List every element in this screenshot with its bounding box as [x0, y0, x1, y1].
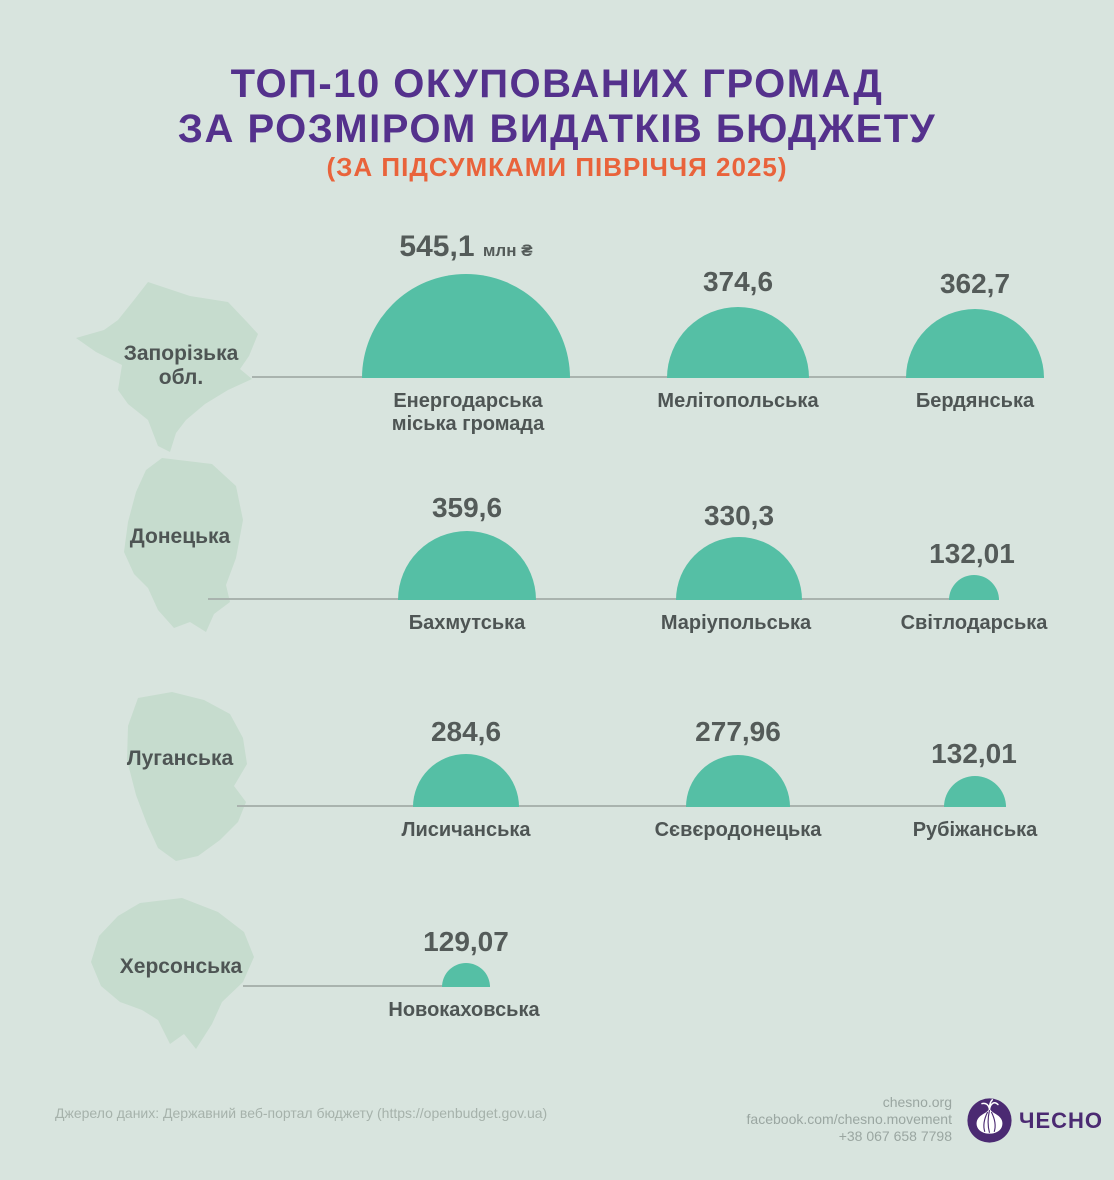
name-sieverodonetska: Сєвєродонецька: [654, 819, 822, 841]
garlic-icon: [967, 1098, 1012, 1143]
name-novokakhovska: Новокаховська: [388, 999, 540, 1021]
value-novokakhovska: 129,07: [423, 926, 509, 957]
name-berdianska: Бердянська: [915, 390, 1035, 412]
data-source-note: Джерело даних: Державний веб-портал бюдж…: [55, 1105, 548, 1121]
name-rubizhanska: Рубіжанська: [912, 819, 1038, 841]
name-bakhmutska: Бахмутська: [408, 612, 526, 634]
value-mariupolska: 330,3: [703, 500, 775, 531]
chesno-logo: ЧЕСНО: [966, 1097, 1103, 1144]
value-sieverodonetska: 277,96: [695, 716, 781, 747]
value-svitlodarska: 132,01: [929, 538, 1015, 569]
value-melitopolska: 374,6: [702, 266, 774, 297]
name-enerhodarska: Енергодарська міська громада: [391, 390, 545, 435]
value-berdianska: 362,7: [939, 268, 1011, 299]
axis-line-donetska: [208, 598, 999, 600]
contacts-block: chesno.org facebook.com/chesno.movement …: [747, 1094, 952, 1145]
name-lysychanska: Лисичанська: [401, 819, 531, 841]
name-svitlodarska: Світлодарська: [900, 612, 1048, 634]
value-number: 545,1: [399, 230, 475, 263]
value-lysychanska: 284,6: [430, 716, 502, 747]
name-mariupolska: Маріупольська: [660, 612, 812, 634]
page-title: ТОП-10 ОКУПОВАНИХ ГРОМАД ЗА РОЗМІРОМ ВИД…: [0, 62, 1114, 152]
name-melitopolska: Мелітопольська: [657, 390, 819, 412]
value-unit: млн ₴: [482, 241, 533, 260]
logo-text: ЧЕСНО: [1019, 1107, 1104, 1133]
phone-number: +38 067 658 7798: [838, 1128, 952, 1144]
map-khersonska-shape: [91, 898, 254, 1049]
page-title-line1: ТОП-10 ОКУПОВАНИХ ГРОМАД: [230, 62, 884, 106]
page-title-line2: ЗА РОЗМІРОМ ВИДАТКІВ БЮДЖЕТУ: [177, 107, 937, 151]
map-luhanska-shape: [127, 692, 247, 861]
value-rubizhanska: 132,01: [931, 738, 1017, 769]
region-label-donetska: Донецька: [129, 525, 231, 548]
website-link: chesno.org: [882, 1094, 952, 1110]
value-enerhodarska: 545,1 млн ₴: [399, 230, 532, 264]
map-zaporizka-shape: [76, 282, 258, 452]
map-donetska-shape: [124, 458, 243, 632]
facebook-link: facebook.com/chesno.movement: [746, 1111, 952, 1127]
page-subtitle: (ЗА ПІДСУМКАМИ ПІВРІЧЧЯ 2025): [326, 152, 788, 182]
region-label-luhanska: Луганська: [126, 747, 234, 770]
region-label-khersonska: Херсонська: [119, 955, 243, 978]
axis-line-zaporizka: [252, 376, 1044, 378]
axis-line-khersonska: [243, 985, 490, 987]
value-bakhmutska: 359,6: [431, 492, 503, 523]
region-label-zaporizka: Запорізька обл.: [123, 342, 239, 389]
axis-line-luhanska: [237, 805, 1006, 807]
